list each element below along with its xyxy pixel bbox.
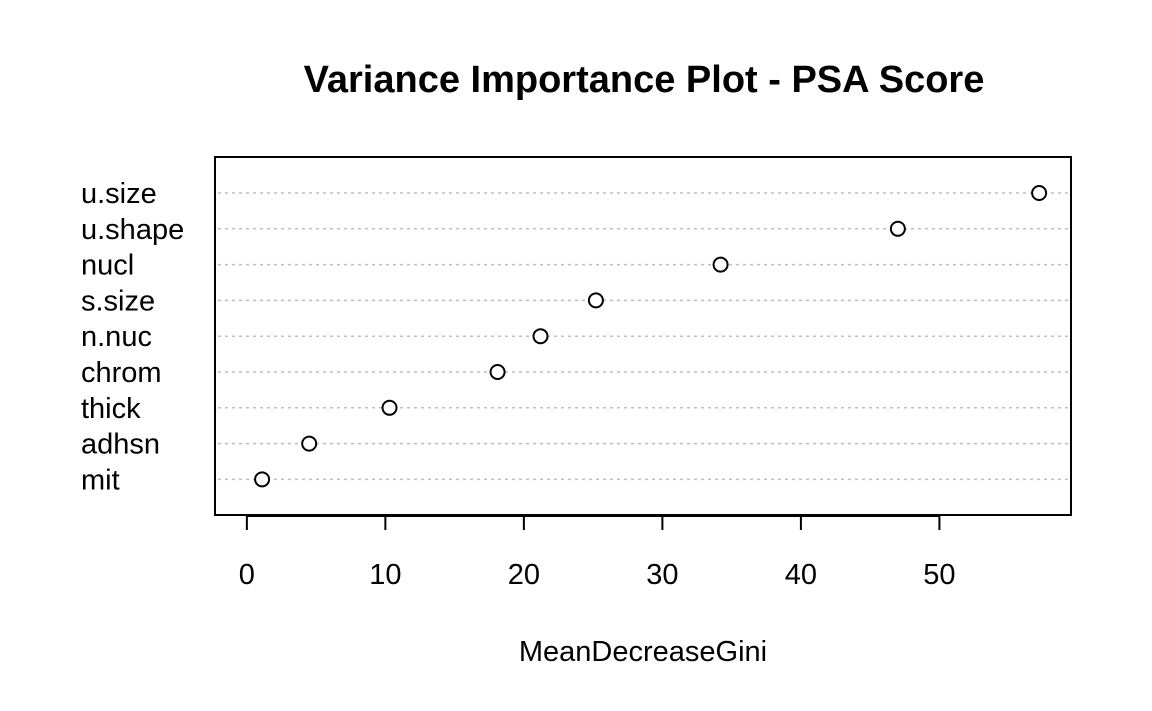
data-point-nucl: [712, 256, 729, 273]
data-point-adhsn: [301, 435, 318, 452]
category-label-u-shape: u.shape: [81, 214, 184, 246]
data-point-thick: [381, 399, 398, 416]
data-point-chrom: [489, 364, 506, 380]
x-axis: 0 10 20 30 40 50: [239, 515, 956, 591]
category-label-chrom: chrom: [81, 357, 162, 389]
category-label-mit: mit: [81, 464, 120, 496]
category-label-adhsn: adhsn: [81, 429, 160, 461]
data-point-s-size: [587, 292, 604, 309]
category-label-thick: thick: [81, 393, 141, 425]
data-point-n-nuc: [532, 328, 549, 345]
x-tick-label-20: 20: [508, 559, 540, 591]
category-label-nucl: nucl: [81, 250, 134, 282]
x-tick-label-40: 40: [785, 559, 817, 591]
x-tick-label-50: 50: [923, 559, 955, 591]
x-tick-label-10: 10: [369, 559, 401, 591]
data-points: [254, 185, 1048, 488]
data-point-mit: [254, 471, 271, 488]
data-point-u-shape: [889, 220, 906, 237]
x-tick-label-30: 30: [646, 559, 678, 591]
data-point-u-size: [1031, 185, 1048, 201]
category-label-n-nuc: n.nuc: [81, 321, 152, 353]
category-label-s-size: s.size: [81, 285, 155, 317]
x-tick-label-0: 0: [239, 559, 255, 591]
gridlines: [218, 192, 1068, 481]
x-axis-title: MeanDecreaseGini: [519, 636, 767, 668]
chart-title: Variance Importance Plot - PSA Score: [304, 59, 985, 101]
category-label-u-size: u.size: [81, 178, 157, 210]
